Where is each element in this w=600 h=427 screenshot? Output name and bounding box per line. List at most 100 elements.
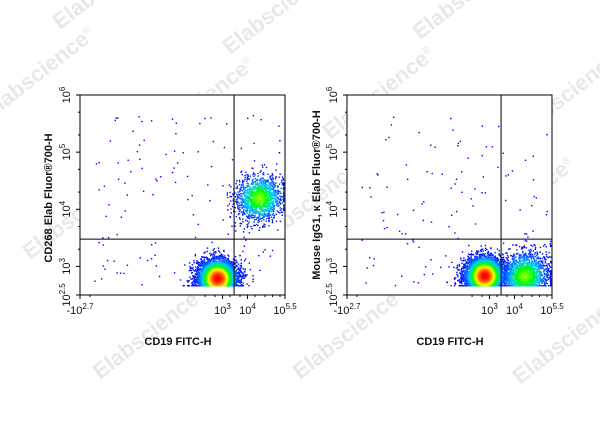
event-dot bbox=[203, 259, 206, 261]
event-dot bbox=[237, 191, 239, 193]
event-dot bbox=[260, 196, 262, 198]
event-dot bbox=[269, 177, 272, 179]
event-dot bbox=[244, 268, 246, 270]
event-dot bbox=[270, 216, 273, 218]
event-dot bbox=[245, 200, 247, 203]
event-dot bbox=[239, 276, 241, 278]
event-dot bbox=[255, 192, 258, 195]
event-dot bbox=[248, 187, 250, 190]
event-dot bbox=[254, 174, 256, 176]
event-dot bbox=[261, 217, 264, 219]
event-dot bbox=[194, 280, 196, 282]
event-dot bbox=[272, 212, 275, 215]
event-dot bbox=[182, 285, 184, 287]
event-dot bbox=[191, 282, 193, 284]
event-dot bbox=[245, 206, 247, 209]
event-dot bbox=[151, 244, 153, 246]
event-dot bbox=[240, 171, 242, 173]
event-dot bbox=[250, 195, 252, 198]
event-dot bbox=[274, 197, 276, 200]
event-dot bbox=[213, 254, 216, 256]
event-dot bbox=[207, 260, 209, 262]
event-dot bbox=[238, 269, 240, 271]
event-dot bbox=[267, 215, 269, 217]
event-dot bbox=[240, 147, 242, 150]
event-dot bbox=[194, 270, 196, 272]
event-dot bbox=[194, 255, 196, 257]
event-dot bbox=[236, 284, 238, 286]
event-dot bbox=[227, 233, 229, 235]
event-dot bbox=[271, 180, 273, 182]
event-dot bbox=[257, 221, 259, 223]
event-dot bbox=[271, 192, 274, 195]
event-dot bbox=[207, 184, 209, 186]
event-dot bbox=[203, 284, 205, 286]
event-dot bbox=[273, 208, 276, 210]
event-dot bbox=[232, 194, 234, 196]
event-dot bbox=[264, 208, 266, 211]
event-dot bbox=[240, 262, 242, 265]
event-dot bbox=[261, 185, 264, 188]
event-dot bbox=[270, 203, 273, 205]
event-dot bbox=[219, 254, 222, 257]
event-dot bbox=[249, 175, 252, 177]
event-dot bbox=[242, 189, 245, 191]
event-dot bbox=[257, 203, 259, 205]
event-dot bbox=[138, 144, 141, 146]
event-dot bbox=[232, 198, 235, 200]
event-dot bbox=[280, 192, 282, 194]
event-dot bbox=[249, 199, 251, 201]
event-dot bbox=[247, 203, 249, 205]
event-dot bbox=[257, 195, 259, 197]
event-dot bbox=[263, 197, 265, 199]
event-dot bbox=[203, 256, 206, 259]
event-dot bbox=[238, 212, 240, 215]
event-dot bbox=[271, 209, 273, 211]
event-dot bbox=[213, 248, 215, 250]
event-dot bbox=[273, 182, 275, 184]
event-dot bbox=[273, 194, 275, 196]
event-dot bbox=[278, 183, 281, 185]
event-dot bbox=[213, 262, 216, 264]
event-dot bbox=[261, 187, 263, 190]
event-dot bbox=[252, 206, 255, 208]
event-dot bbox=[262, 173, 264, 175]
event-dot bbox=[212, 256, 215, 258]
event-dot bbox=[270, 178, 272, 180]
event-dot bbox=[275, 194, 277, 196]
event-dot bbox=[256, 195, 258, 197]
event-dot bbox=[248, 198, 250, 200]
event-dot bbox=[274, 191, 276, 193]
event-dot bbox=[283, 199, 285, 201]
event-dot bbox=[278, 176, 280, 178]
event-dot bbox=[247, 117, 249, 119]
event-dot bbox=[220, 262, 222, 264]
event-dot bbox=[264, 180, 266, 182]
event-dot bbox=[193, 282, 195, 285]
event-dot bbox=[102, 265, 105, 267]
event-dot bbox=[283, 195, 285, 197]
event-dot bbox=[265, 194, 267, 196]
event-dot bbox=[279, 195, 281, 197]
event-dot bbox=[229, 265, 232, 267]
event-dot bbox=[248, 217, 250, 219]
event-dot bbox=[236, 197, 239, 199]
event-dot bbox=[280, 197, 282, 199]
event-dot bbox=[175, 133, 177, 135]
event-dot bbox=[239, 282, 241, 284]
event-dot bbox=[237, 208, 240, 210]
event-dot bbox=[261, 182, 263, 184]
event-dot bbox=[210, 253, 213, 255]
event-dot bbox=[278, 192, 280, 195]
event-dot bbox=[264, 202, 266, 205]
event-dot bbox=[261, 217, 263, 220]
event-dot bbox=[206, 265, 209, 267]
event-dot bbox=[236, 265, 239, 267]
event-dot bbox=[198, 261, 201, 264]
event-dot bbox=[239, 271, 241, 274]
event-dot bbox=[199, 265, 201, 267]
event-dot bbox=[251, 195, 253, 197]
event-dot bbox=[220, 257, 222, 260]
event-dot bbox=[237, 271, 240, 273]
event-dot bbox=[236, 198, 238, 201]
